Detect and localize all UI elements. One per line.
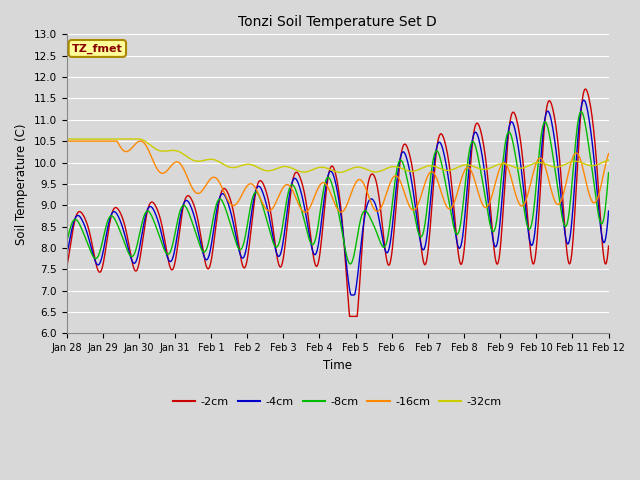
Title: Tonzi Soil Temperature Set D: Tonzi Soil Temperature Set D [238,15,437,29]
Legend: -2cm, -4cm, -8cm, -16cm, -32cm: -2cm, -4cm, -8cm, -16cm, -32cm [168,393,506,412]
Y-axis label: Soil Temperature (C): Soil Temperature (C) [15,123,28,245]
Text: TZ_fmet: TZ_fmet [72,43,123,54]
X-axis label: Time: Time [323,359,352,372]
